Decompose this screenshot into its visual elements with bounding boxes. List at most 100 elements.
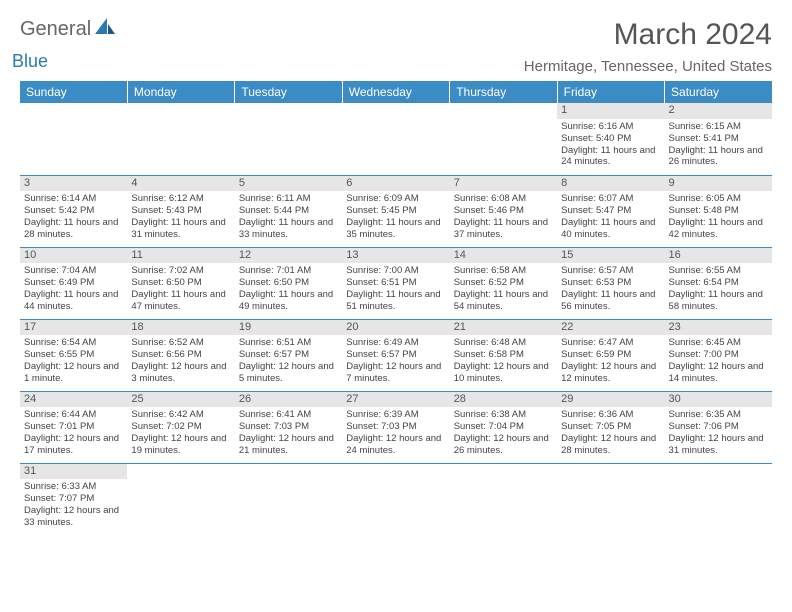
sunrise-text: Sunrise: 6:44 AM xyxy=(24,409,123,421)
weekday-header: Wednesday xyxy=(342,81,449,103)
daylight-text: Daylight: 12 hours and 5 minutes. xyxy=(239,361,338,385)
sunset-text: Sunset: 6:52 PM xyxy=(454,277,553,289)
calendar-day-cell: 23Sunrise: 6:45 AMSunset: 7:00 PMDayligh… xyxy=(665,319,772,391)
daylight-text: Daylight: 12 hours and 31 minutes. xyxy=(669,433,768,457)
sunrise-text: Sunrise: 6:36 AM xyxy=(561,409,660,421)
sunset-text: Sunset: 5:46 PM xyxy=(454,205,553,217)
calendar-day-cell: 4Sunrise: 6:12 AMSunset: 5:43 PMDaylight… xyxy=(127,175,234,247)
weekday-header: Friday xyxy=(557,81,664,103)
calendar-day-cell: 20Sunrise: 6:49 AMSunset: 6:57 PMDayligh… xyxy=(342,319,449,391)
weekday-header: Sunday xyxy=(20,81,127,103)
calendar-week-row: 10Sunrise: 7:04 AMSunset: 6:49 PMDayligh… xyxy=(20,247,772,319)
calendar-day-cell: 24Sunrise: 6:44 AMSunset: 7:01 PMDayligh… xyxy=(20,391,127,463)
daylight-text: Daylight: 12 hours and 7 minutes. xyxy=(346,361,445,385)
sunset-text: Sunset: 7:04 PM xyxy=(454,421,553,433)
day-number: 22 xyxy=(557,320,664,336)
daylight-text: Daylight: 12 hours and 1 minute. xyxy=(24,361,123,385)
day-number: 8 xyxy=(557,176,664,192)
calendar-day-cell xyxy=(20,103,127,175)
calendar-day-cell xyxy=(557,463,664,535)
daylight-text: Daylight: 12 hours and 17 minutes. xyxy=(24,433,123,457)
calendar-day-cell: 5Sunrise: 6:11 AMSunset: 5:44 PMDaylight… xyxy=(235,175,342,247)
calendar-day-cell: 12Sunrise: 7:01 AMSunset: 6:50 PMDayligh… xyxy=(235,247,342,319)
calendar-week-row: 3Sunrise: 6:14 AMSunset: 5:42 PMDaylight… xyxy=(20,175,772,247)
daylight-text: Daylight: 12 hours and 24 minutes. xyxy=(346,433,445,457)
weekday-header: Monday xyxy=(127,81,234,103)
calendar-day-cell xyxy=(235,103,342,175)
sunset-text: Sunset: 7:05 PM xyxy=(561,421,660,433)
calendar-day-cell xyxy=(342,463,449,535)
calendar-day-cell: 30Sunrise: 6:35 AMSunset: 7:06 PMDayligh… xyxy=(665,391,772,463)
calendar-day-cell: 19Sunrise: 6:51 AMSunset: 6:57 PMDayligh… xyxy=(235,319,342,391)
sunset-text: Sunset: 5:41 PM xyxy=(669,133,768,145)
day-number: 5 xyxy=(235,176,342,192)
calendar-day-cell: 7Sunrise: 6:08 AMSunset: 5:46 PMDaylight… xyxy=(450,175,557,247)
sunset-text: Sunset: 6:49 PM xyxy=(24,277,123,289)
daylight-text: Daylight: 12 hours and 26 minutes. xyxy=(454,433,553,457)
sunrise-text: Sunrise: 6:58 AM xyxy=(454,265,553,277)
daylight-text: Daylight: 12 hours and 14 minutes. xyxy=(669,361,768,385)
day-number: 9 xyxy=(665,176,772,192)
day-number: 21 xyxy=(450,320,557,336)
sunset-text: Sunset: 6:51 PM xyxy=(346,277,445,289)
day-number: 3 xyxy=(20,176,127,192)
sunset-text: Sunset: 6:56 PM xyxy=(131,349,230,361)
sunset-text: Sunset: 6:58 PM xyxy=(454,349,553,361)
sunrise-text: Sunrise: 6:14 AM xyxy=(24,193,123,205)
daylight-text: Daylight: 11 hours and 26 minutes. xyxy=(669,145,768,169)
daylight-text: Daylight: 11 hours and 42 minutes. xyxy=(669,217,768,241)
day-number: 2 xyxy=(665,103,772,119)
day-number: 11 xyxy=(127,248,234,264)
sunset-text: Sunset: 5:48 PM xyxy=(669,205,768,217)
calendar-day-cell: 8Sunrise: 6:07 AMSunset: 5:47 PMDaylight… xyxy=(557,175,664,247)
calendar-day-cell: 3Sunrise: 6:14 AMSunset: 5:42 PMDaylight… xyxy=(20,175,127,247)
sunrise-text: Sunrise: 6:48 AM xyxy=(454,337,553,349)
sunrise-text: Sunrise: 6:33 AM xyxy=(24,481,123,493)
sunset-text: Sunset: 7:07 PM xyxy=(24,493,123,505)
daylight-text: Daylight: 11 hours and 31 minutes. xyxy=(131,217,230,241)
month-title: March 2024 xyxy=(524,18,772,52)
daylight-text: Daylight: 12 hours and 33 minutes. xyxy=(24,505,123,529)
logo-text-1: General xyxy=(20,18,91,40)
sunrise-text: Sunrise: 7:01 AM xyxy=(239,265,338,277)
daylight-text: Daylight: 12 hours and 10 minutes. xyxy=(454,361,553,385)
sunset-text: Sunset: 7:01 PM xyxy=(24,421,123,433)
day-number: 10 xyxy=(20,248,127,264)
calendar-day-cell: 18Sunrise: 6:52 AMSunset: 6:56 PMDayligh… xyxy=(127,319,234,391)
weekday-header: Thursday xyxy=(450,81,557,103)
calendar-day-cell: 28Sunrise: 6:38 AMSunset: 7:04 PMDayligh… xyxy=(450,391,557,463)
day-number: 6 xyxy=(342,176,449,192)
sunset-text: Sunset: 6:55 PM xyxy=(24,349,123,361)
sunrise-text: Sunrise: 6:38 AM xyxy=(454,409,553,421)
calendar-week-row: 24Sunrise: 6:44 AMSunset: 7:01 PMDayligh… xyxy=(20,391,772,463)
sunset-text: Sunset: 5:42 PM xyxy=(24,205,123,217)
day-number: 25 xyxy=(127,392,234,408)
sunrise-text: Sunrise: 6:47 AM xyxy=(561,337,660,349)
daylight-text: Daylight: 11 hours and 56 minutes. xyxy=(561,289,660,313)
day-number: 14 xyxy=(450,248,557,264)
day-number: 7 xyxy=(450,176,557,192)
logo-text-2: Blue xyxy=(12,51,107,72)
day-number: 12 xyxy=(235,248,342,264)
sunset-text: Sunset: 6:50 PM xyxy=(239,277,338,289)
daylight-text: Daylight: 12 hours and 3 minutes. xyxy=(131,361,230,385)
calendar-day-cell xyxy=(127,463,234,535)
weekday-header-row: Sunday Monday Tuesday Wednesday Thursday… xyxy=(20,81,772,103)
calendar-day-cell: 9Sunrise: 6:05 AMSunset: 5:48 PMDaylight… xyxy=(665,175,772,247)
sunrise-text: Sunrise: 6:07 AM xyxy=(561,193,660,205)
calendar-week-row: 31Sunrise: 6:33 AMSunset: 7:07 PMDayligh… xyxy=(20,463,772,535)
sunrise-text: Sunrise: 6:16 AM xyxy=(561,121,660,133)
day-number: 31 xyxy=(20,464,127,480)
calendar-week-row: 17Sunrise: 6:54 AMSunset: 6:55 PMDayligh… xyxy=(20,319,772,391)
day-number: 1 xyxy=(557,103,664,119)
daylight-text: Daylight: 11 hours and 28 minutes. xyxy=(24,217,123,241)
sunset-text: Sunset: 5:47 PM xyxy=(561,205,660,217)
calendar-day-cell: 22Sunrise: 6:47 AMSunset: 6:59 PMDayligh… xyxy=(557,319,664,391)
sunrise-text: Sunrise: 6:54 AM xyxy=(24,337,123,349)
day-number: 24 xyxy=(20,392,127,408)
sunrise-text: Sunrise: 6:55 AM xyxy=(669,265,768,277)
calendar-day-cell: 11Sunrise: 7:02 AMSunset: 6:50 PMDayligh… xyxy=(127,247,234,319)
calendar-day-cell: 17Sunrise: 6:54 AMSunset: 6:55 PMDayligh… xyxy=(20,319,127,391)
sunrise-text: Sunrise: 6:52 AM xyxy=(131,337,230,349)
daylight-text: Daylight: 11 hours and 37 minutes. xyxy=(454,217,553,241)
